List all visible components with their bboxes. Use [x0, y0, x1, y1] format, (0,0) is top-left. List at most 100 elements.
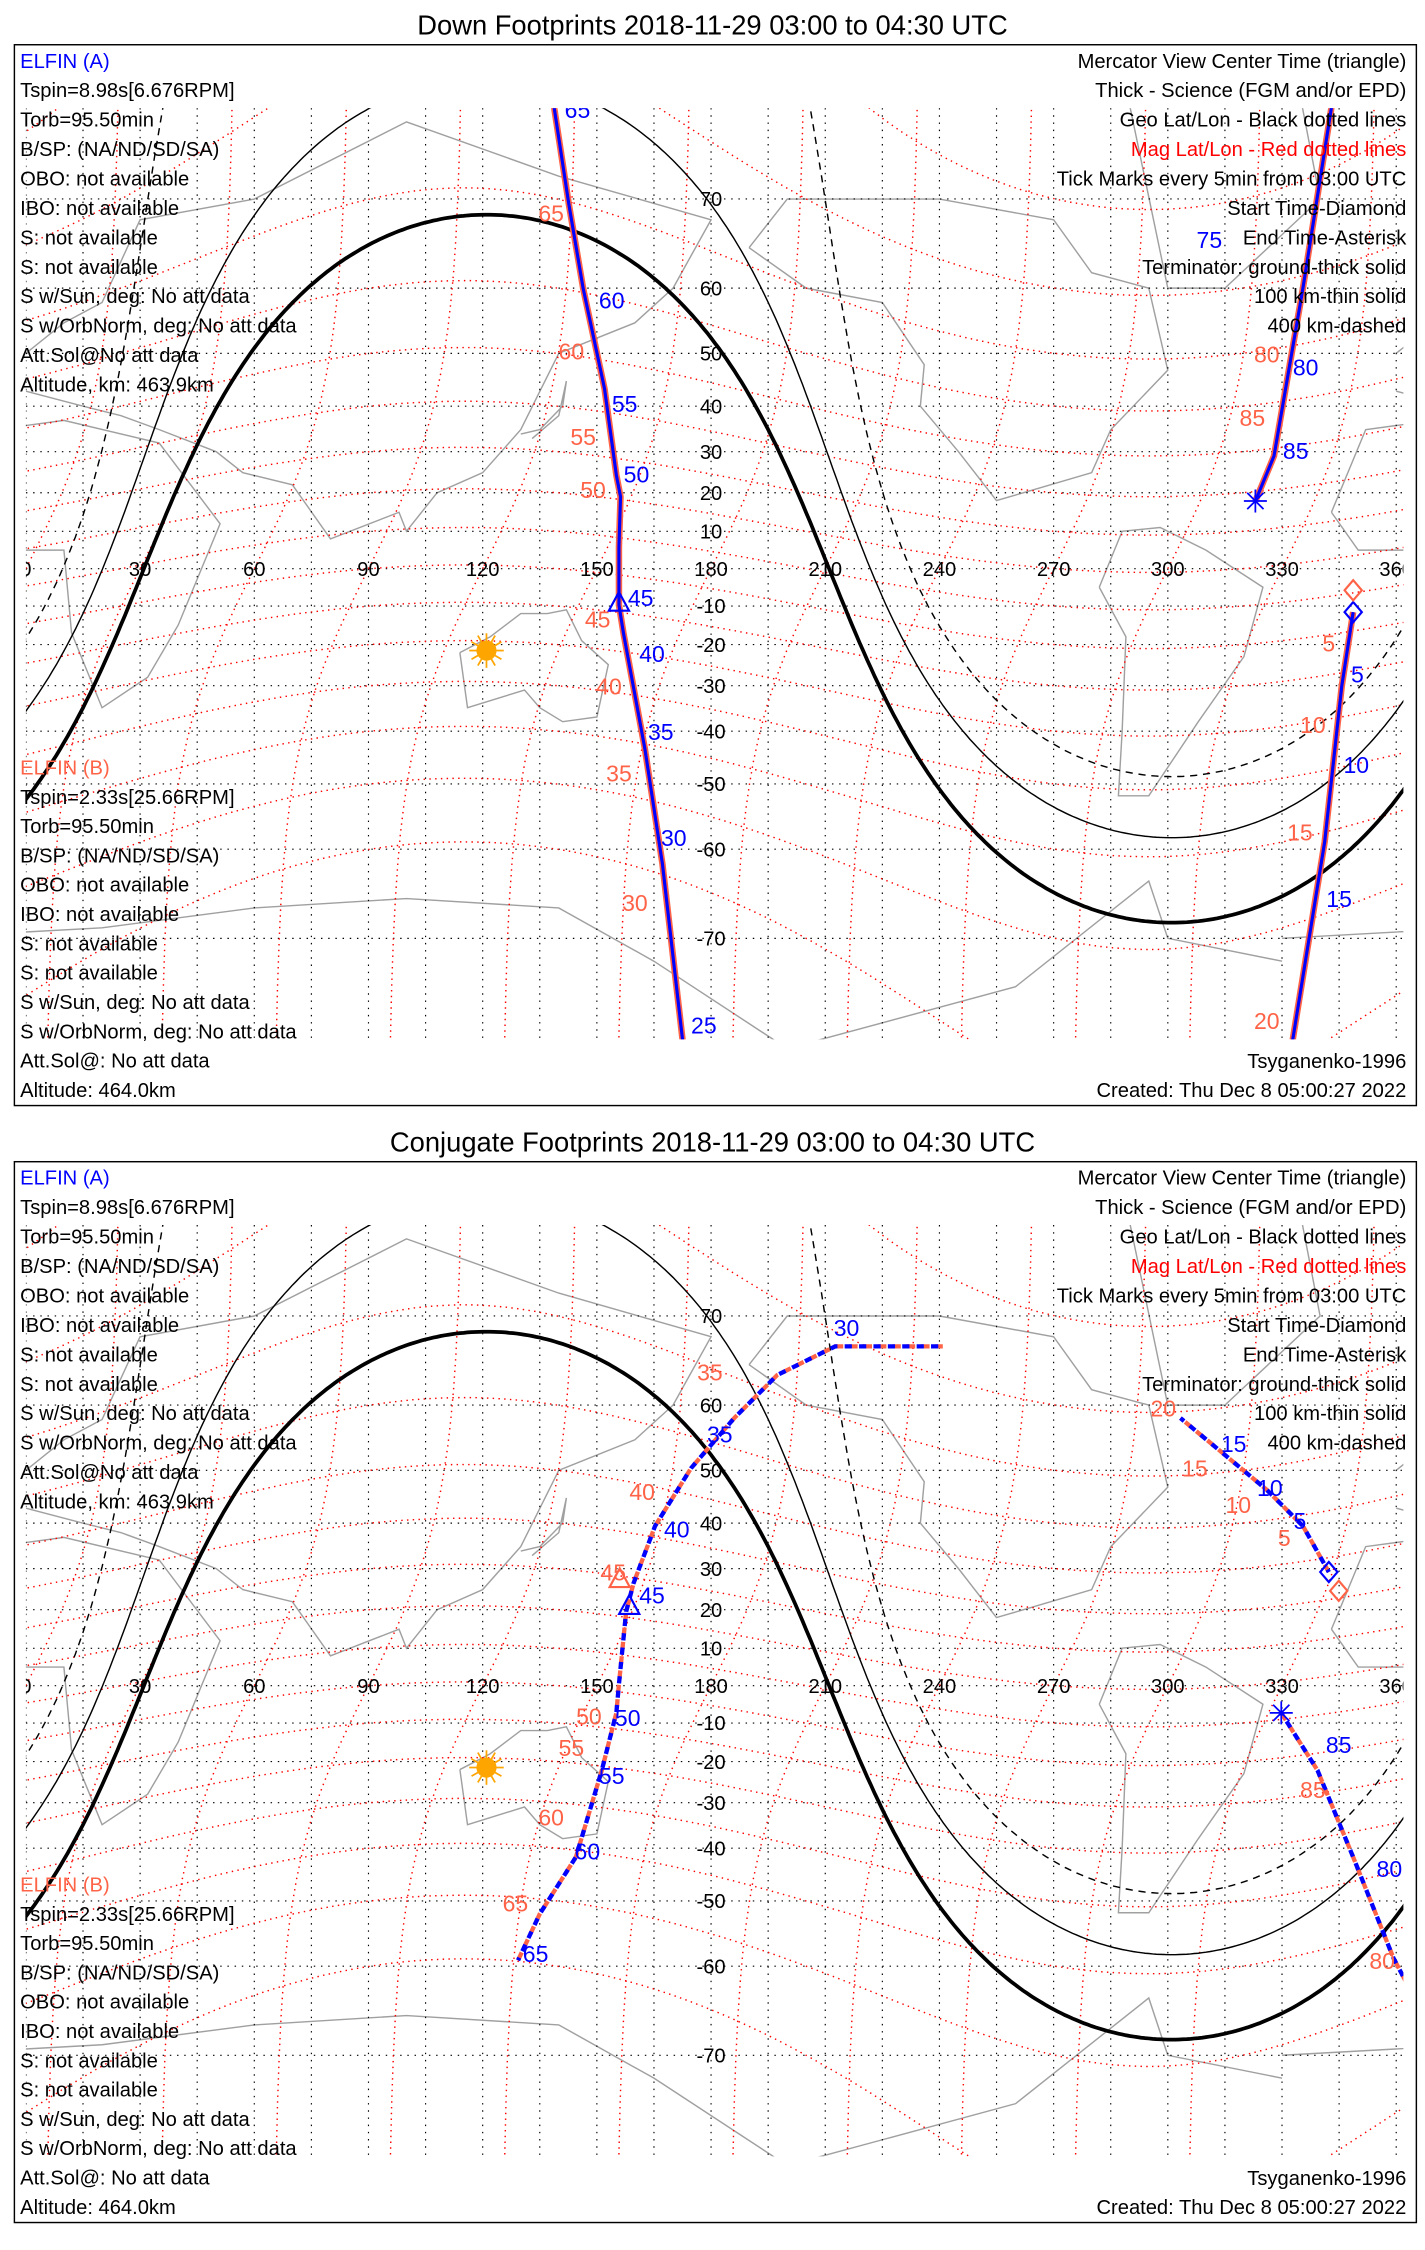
legend-line: Geo Lat/Lon - Black dotted lines — [1120, 1227, 1407, 1249]
time-tick-label: 15 — [1221, 1431, 1247, 1457]
longitude-tick-label: 330 — [1265, 1676, 1299, 1698]
mag-latitude-line — [25, 1958, 1404, 2157]
center-time-triangle-icon — [607, 589, 631, 612]
legend-line: Start Time-Diamond — [1227, 198, 1406, 220]
time-tick-label: 30 — [622, 890, 648, 916]
sun-ray — [471, 654, 480, 660]
latitude-tick-label: -20 — [696, 1752, 725, 1774]
track-underlay — [516, 1344, 943, 1962]
sun-icon — [476, 1757, 497, 1778]
elfin-b-info-line: IBO: not available — [20, 2021, 179, 2043]
elfin-b-info-line: S w/OrbNorm, deg: No att data — [20, 1021, 297, 1043]
latitude-tick-label: -30 — [696, 1793, 725, 1815]
coastline — [1098, 1643, 1264, 1914]
time-tick-label: 45 — [585, 607, 611, 633]
coastline — [25, 1536, 221, 1826]
mag-longitude-line — [275, 108, 462, 1040]
mag-longitude-line — [47, 108, 233, 1040]
mag-latitude-line — [25, 639, 1404, 737]
latitude-tick-label: -70 — [696, 929, 725, 951]
elfin-a-info-line: S: not available — [20, 227, 158, 249]
time-tick-label: 5 — [1322, 631, 1335, 657]
time-tick-label: 20 — [1150, 1396, 1176, 1422]
legend-line: Terminator: ground-thick solid — [1142, 257, 1406, 279]
legend-line: 100 km-thin solid — [1254, 286, 1406, 308]
end-time-asterisk-icon — [1246, 492, 1265, 510]
mag-latitude-line — [25, 725, 1404, 858]
time-tick-label: 35 — [707, 1421, 733, 1447]
time-tick-label: 65 — [538, 200, 564, 226]
elfin-a-info-line: OBO: not available — [20, 169, 189, 191]
terminator-ground — [25, 212, 1404, 925]
track-underlay — [1179, 1416, 1331, 1574]
latitude-tick-label: 30 — [700, 1559, 722, 1581]
time-tick-label: 60 — [538, 1804, 564, 1830]
longitude-tick-label: 150 — [580, 1676, 614, 1698]
latitude-tick-label: -60 — [696, 1956, 725, 1978]
coastline — [459, 609, 610, 723]
latitude-tick-label: -70 — [696, 2046, 725, 2068]
time-tick-label: 85 — [1300, 1777, 1326, 1803]
elfin-b-info-line: Torb=95.50min — [20, 1933, 154, 1955]
mag-longitude-line — [960, 1225, 1147, 2157]
mag-longitude-line — [1074, 108, 1261, 1040]
latitude-tick-label: 40 — [700, 396, 722, 418]
latitude-tick-label: -50 — [696, 1891, 725, 1913]
time-tick-label: 35 — [697, 1359, 723, 1385]
latitude-tick-label: -10 — [696, 1713, 725, 1735]
latitude-tick-label: 50 — [700, 1461, 722, 1483]
elfin-b-info-line: Altitude: 464.0km — [20, 2197, 176, 2219]
time-tick-label: 85 — [1326, 1732, 1352, 1758]
map-area: 0 30 60 90 120 150 180 210 240 270 300 330 360 70 60 50… — [25, 108, 1404, 1040]
center-time-triangle-icon — [617, 1592, 642, 1615]
mag-longitude-line — [275, 1225, 462, 2157]
longitude-tick-label: 60 — [243, 1676, 265, 1698]
mag-latitude-line — [25, 777, 1404, 951]
time-tick-label: 15 — [1287, 820, 1313, 846]
footprint-track-a — [1279, 1711, 1404, 1982]
mag-longitude-line — [161, 108, 348, 1040]
coastline — [25, 879, 1283, 1040]
elfin-a-info-line: S: not available — [20, 1374, 158, 1396]
elfin-b-info-line: S w/Sun, deg: No att data — [20, 992, 250, 1014]
panel-frame — [13, 44, 1418, 1107]
legend-line: Mercator View Center Time (triangle) — [1078, 1168, 1407, 1190]
longitude-tick-label: 90 — [357, 1676, 379, 1698]
mag-longitude-line — [1189, 1225, 1375, 2157]
sun-ray — [490, 635, 496, 644]
longitude-tick-label: 240 — [923, 1676, 957, 1698]
sun-ray — [477, 1752, 483, 1761]
mag-latitude-line — [25, 1517, 1404, 1615]
mag-longitude-line — [618, 1225, 804, 2157]
mag-longitude-line — [161, 1225, 348, 2157]
coastline — [748, 1315, 1169, 1619]
terminator-400km — [25, 1225, 1404, 1895]
created-timestamp: Created: Thu Dec 8 05:00:27 2022 — [1096, 2197, 1406, 2219]
elfin-b-info-line: B/SP: (NA/ND/SD/SA) — [20, 1962, 219, 1984]
time-tick-label: 60 — [599, 287, 625, 313]
map-area: 0 30 60 90 120 150 180 210 240 270 300 330 360 70 60 50… — [25, 1225, 1404, 2157]
mag-latitude-line — [25, 680, 1404, 791]
time-tick-label: 75 — [1197, 227, 1223, 253]
time-tick-label: 30 — [661, 825, 687, 851]
latitude-tick-label: -40 — [696, 1838, 725, 1860]
legend-line: Thick - Science (FGM and/or EPD) — [1095, 1197, 1406, 1219]
elfin-a-label: ELFIN (A) — [20, 51, 110, 73]
time-tick-label: 30 — [834, 1315, 860, 1341]
sun-ray — [471, 1758, 480, 1764]
longitude-tick-label: 90 — [357, 559, 379, 581]
time-tick-label: 45 — [639, 1583, 665, 1609]
latitude-tick-label: 10 — [700, 522, 722, 544]
longitude-tick-label: 330 — [1265, 559, 1299, 581]
terminator-ground — [25, 1329, 1404, 2042]
time-tick-label: 80 — [1369, 1948, 1395, 1974]
mag-longitude-line — [846, 1225, 1033, 2157]
mag-longitude-line — [732, 108, 918, 1040]
latitude-tick-label: 70 — [700, 189, 722, 211]
created-timestamp: Created: Thu Dec 8 05:00:27 2022 — [1096, 1080, 1406, 1102]
longitude-tick-label: 300 — [1151, 1676, 1185, 1698]
start-time-diamond-icon — [1343, 578, 1364, 603]
time-tick-label: 40 — [664, 1517, 690, 1543]
legend-line: Tick Marks every 5min from 03:00 UTC — [1057, 1285, 1407, 1307]
